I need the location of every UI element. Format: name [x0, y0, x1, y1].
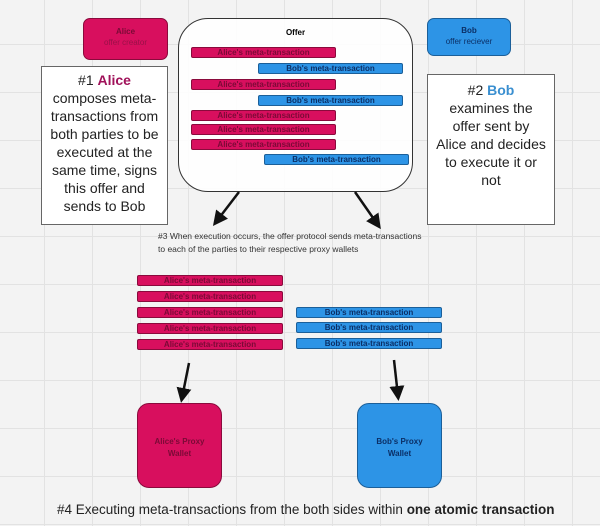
alice-tx: Alice's meta-transaction: [137, 339, 283, 350]
bob-tx: Bob's meta-transaction: [296, 322, 442, 333]
bob-tx: Bob's meta-transaction: [296, 307, 442, 318]
alice-card-title: Alice: [115, 27, 136, 36]
offer-alice-tx: Alice's meta-transaction: [191, 139, 336, 150]
alice-wallet-label: Alice's Proxy Wallet: [154, 437, 205, 458]
alice-card-subtitle: offer creator: [104, 38, 147, 47]
bob-wallet-label: Bob's Proxy Wallet: [376, 437, 423, 458]
alice-tx: Alice's meta-transaction: [137, 275, 283, 286]
bob-card: Bob offer reciever: [427, 18, 511, 56]
step2-prefix: #2: [467, 82, 488, 98]
offer-alice-tx: Alice's meta-transaction: [191, 110, 336, 121]
step4-bold: one atomic transaction: [406, 502, 555, 517]
step1-name: Alice: [97, 72, 131, 88]
arrow-to-alice-wallet: [176, 362, 192, 403]
step4-body: #4 Executing meta-transactions from the …: [57, 502, 407, 517]
offer-alice-tx: Alice's meta-transaction: [191, 79, 336, 90]
step2-name: Bob: [487, 82, 515, 98]
step2-text: examines the offer sent by Alice and dec…: [436, 100, 546, 188]
step2-note: #2 Bob examines the offer sent by Alice …: [427, 74, 555, 225]
alice-proxy-wallet: Alice's Proxy Wallet: [137, 403, 222, 488]
bob-tx: Bob's meta-transaction: [296, 338, 442, 349]
bob-proxy-wallet: Bob's Proxy Wallet: [357, 403, 442, 488]
alice-card: Alice offer creator: [83, 18, 168, 60]
step4-text: #4 Executing meta-transactions from the …: [57, 502, 554, 517]
arrow-offer-to-bob: [353, 191, 381, 230]
step1-note: #1 Alice composes meta-transactions from…: [41, 66, 168, 225]
alice-tx: Alice's meta-transaction: [137, 307, 283, 318]
offer-bob-tx: Bob's meta-transaction: [258, 63, 403, 74]
arrow-offer-to-alice: [212, 191, 240, 226]
offer-bob-tx: Bob's meta-transaction: [264, 154, 409, 165]
bob-card-subtitle: offer reciever: [445, 37, 493, 46]
offer-alice-tx: Alice's meta-transaction: [191, 124, 336, 135]
step1-prefix: #1: [78, 72, 98, 88]
offer-alice-tx: Alice's meta-transaction: [191, 47, 336, 58]
offer-title: Offer: [285, 28, 306, 37]
step3-text: #3 When execution occurs, the offer prot…: [158, 231, 422, 254]
step1-text: composes meta-transactions from both par…: [50, 90, 159, 214]
alice-tx: Alice's meta-transaction: [137, 323, 283, 334]
alice-tx: Alice's meta-transaction: [137, 291, 283, 302]
offer-bob-tx: Bob's meta-transaction: [258, 95, 403, 106]
arrow-to-bob-wallet: [389, 359, 405, 401]
bob-card-title: Bob: [461, 26, 477, 35]
